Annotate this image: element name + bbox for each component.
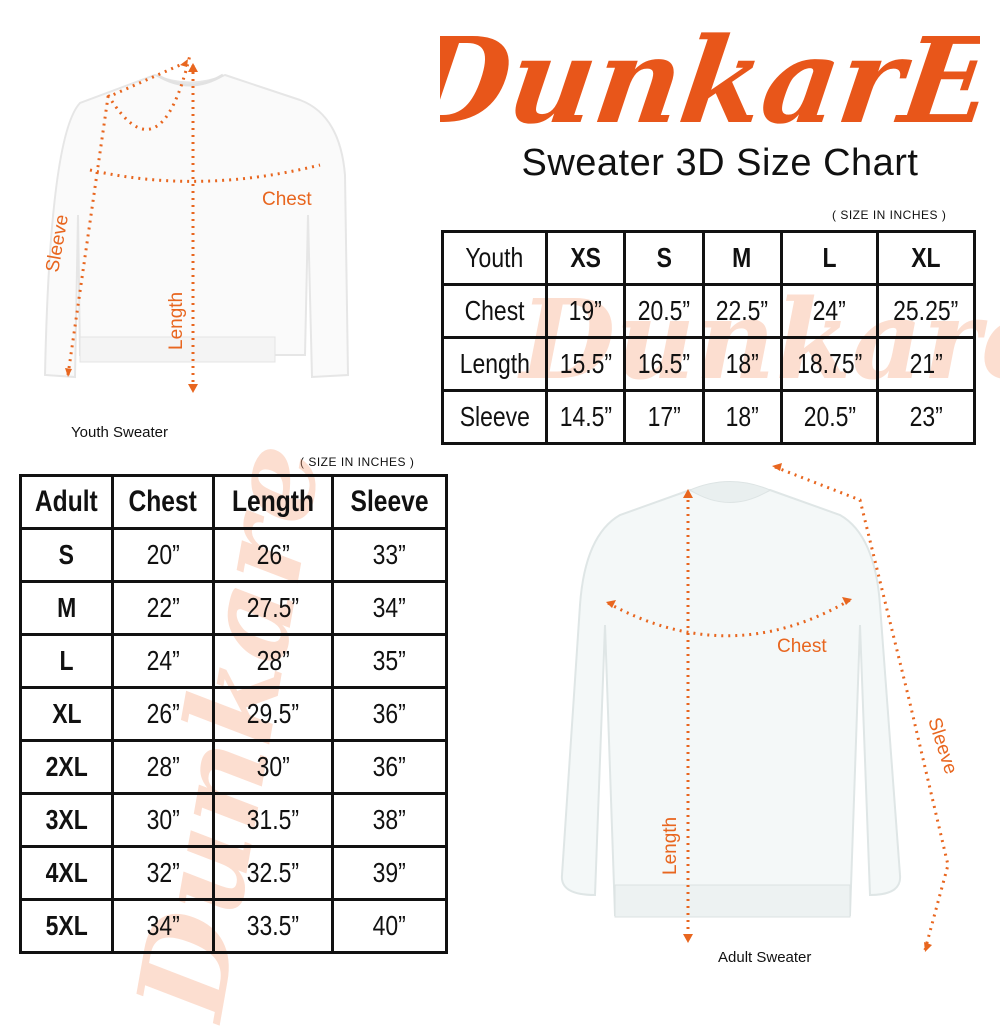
cell: 28” [211,633,335,689]
row-label: Length [441,336,548,392]
cell: 21” [876,336,976,392]
row-label: 5XL [18,898,115,954]
cell: 19” [544,283,627,339]
row-label: 3XL [18,792,115,848]
cell: 28” [111,739,215,795]
youth-units-note: ( SIZE IN INCHES ) [832,208,947,222]
row-label: M [18,580,115,636]
cell: 18” [701,389,783,445]
row-label: Sleeve [441,389,548,445]
cell: 18” [701,336,783,392]
table-row: Chest 19” 20.5” 22.5” 24” 25.25” [441,283,976,339]
cell: 35” [331,633,448,689]
cell: 14.5” [544,389,627,445]
header-cell: XS [544,230,627,286]
cell: 15.5” [544,336,627,392]
adult-sweater-caption: Adult Sweater [718,949,812,966]
table-header-row: Youth XS S M L XL [441,230,976,286]
adult-size-table: Adult Chest Length Sleeve S 20” 26” 33” M 22… [18,474,448,954]
cell: 39” [331,845,448,901]
adult-units-note: ( SIZE IN INCHES ) [300,455,415,469]
row-label: L [18,633,115,689]
row-label: Chest [441,283,548,339]
cell: 40” [331,898,448,954]
cell: 30” [111,792,215,848]
header-cell: S [623,230,705,286]
cell: 26” [111,686,215,742]
table-row: 3XL 30” 31.5” 38” [18,792,448,848]
table-header-row: Adult Chest Length Sleeve [18,474,448,530]
header-cell: Chest [111,474,215,530]
header-cell: M [701,230,783,286]
cell: 31.5” [211,792,335,848]
row-label: S [18,527,115,583]
cell: 33.5” [211,898,335,954]
cell: 24” [111,633,215,689]
cell: 29.5” [211,686,335,742]
header-cell: XL [876,230,976,286]
cell: 24” [779,283,880,339]
brand-logo-text: DunkarE [440,12,980,150]
cell: 25.25” [876,283,976,339]
cell: 26” [211,527,335,583]
cell: 23” [876,389,976,445]
header-cell: Youth [441,230,548,286]
row-label: XL [18,686,115,742]
row-label: 4XL [18,845,115,901]
cell: 20.5” [623,283,705,339]
cell: 34” [331,580,448,636]
youth-sweater-illustration: Chest Length Sleeve [42,55,350,393]
youth-chest-label: Chest [262,189,312,210]
adult-sweater-illustration: Chest Length Sleeve [560,463,961,952]
header-cell: Adult [18,474,115,530]
page-title: Sweater 3D Size Chart [521,142,919,184]
cell: 38” [331,792,448,848]
header-cell: L [779,230,880,286]
cell: 20.5” [779,389,880,445]
cell: 18.75” [779,336,880,392]
cell: 36” [331,739,448,795]
table-row: 2XL 28” 30” 36” [18,739,448,795]
youth-sweater-caption: Youth Sweater [71,424,169,441]
table-row: S 20” 26” 33” [18,527,448,583]
cell: 20” [111,527,215,583]
table-row: 5XL 34” 33.5” 40” [18,898,448,954]
adult-sleeve-label: Sleeve [923,715,961,777]
brand-logo: DunkarE [440,12,980,150]
cell: 16.5” [623,336,705,392]
header-cell: Sleeve [331,474,448,530]
adult-length-label: Length [660,817,681,875]
table-row: Sleeve 14.5” 17” 18” 20.5” 23” [441,389,976,445]
cell: 34” [111,898,215,954]
cell: 32.5” [211,845,335,901]
youth-size-table: Youth XS S M L XL Chest 19” 20.5” 22.5” … [441,230,976,445]
cell: 22” [111,580,215,636]
cell: 27.5” [211,580,335,636]
cell: 22.5” [701,283,783,339]
cell: 17” [623,389,705,445]
table-row: XL 26” 29.5” 36” [18,686,448,742]
cell: 33” [331,527,448,583]
table-row: 4XL 32” 32.5” 39” [18,845,448,901]
cell: 32” [111,845,215,901]
row-label: 2XL [18,739,115,795]
adult-chest-label: Chest [777,636,827,657]
cell: 30” [211,739,335,795]
table-row: L 24” 28” 35” [18,633,448,689]
cell: 36” [331,686,448,742]
table-row: M 22” 27.5” 34” [18,580,448,636]
header-cell: Length [211,474,335,530]
youth-length-label: Length [166,292,187,350]
table-row: Length 15.5” 16.5” 18” 18.75” 21” [441,336,976,392]
